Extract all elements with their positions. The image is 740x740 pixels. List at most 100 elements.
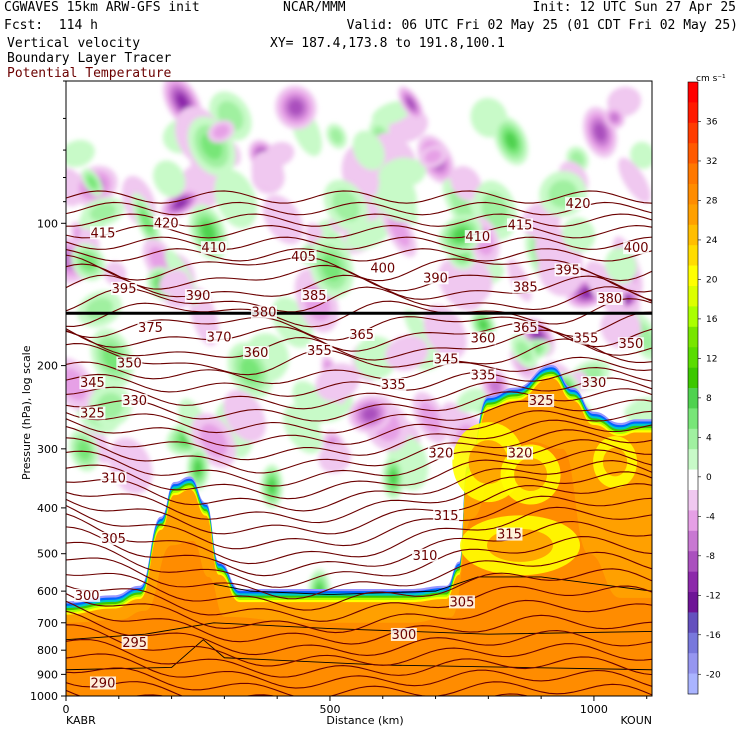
theta-label: 390: [186, 289, 211, 304]
colorbar-label: 28: [706, 196, 718, 206]
theta-contour: [66, 506, 652, 565]
x-tick-label: 1000: [580, 703, 608, 716]
colorbar-bin: [688, 102, 698, 124]
upward-motion-cell: [66, 139, 95, 168]
tracer-contour: [66, 622, 652, 641]
upward-motion-cell: [630, 141, 652, 169]
theta-contour: [66, 410, 652, 447]
colorbar-label: -12: [706, 591, 721, 601]
theta-label: 335: [471, 369, 496, 384]
valid-time: Valid: 06 UTC Fri 02 May 25 (01 CDT Fri …: [346, 18, 738, 33]
downward-motion-cell: [406, 97, 416, 110]
y-axis-title: Pressure (hPa), log scale: [20, 345, 33, 480]
theta-label: 320: [508, 447, 533, 462]
downward-motion-cell: [288, 99, 304, 116]
theta-contour: [66, 483, 652, 535]
downward-motion-cell: [622, 296, 631, 303]
theta-contour: [66, 201, 652, 216]
theta-label-bg: [184, 289, 211, 303]
colorbar-label: -4: [706, 512, 715, 522]
theta-label: 365: [349, 328, 374, 343]
downward-motion-cell: [176, 94, 188, 110]
colorbar-bin: [688, 184, 698, 205]
tracer-contour: [213, 576, 652, 595]
x-axis: 0 500 1000: [63, 696, 648, 716]
theta-label-bg: [200, 241, 227, 255]
downward-motion-cell: [424, 149, 442, 164]
upward-motion-cell: [479, 319, 488, 330]
theta-contour: [66, 366, 652, 397]
theta-contour: [66, 460, 652, 512]
potential-temperature-labels: 290 295 300 300 305 305 310 310 315 315 320 320 325 3…: [74, 197, 650, 691]
upward-motion-cell: [321, 253, 342, 281]
upward-motion-cell: [240, 357, 261, 383]
downward-motion-cell: [315, 363, 360, 402]
theta-label-bg: [580, 376, 607, 390]
y-tick-label: 400: [37, 502, 58, 515]
theta-label-bg: [348, 328, 375, 342]
colorbar: 36 32 28 24 20 16 12 8 4 0 -4 -8 -12 -16 -20: [687, 81, 721, 695]
theta-label-bg: [137, 320, 164, 334]
theta-label-bg: [369, 261, 396, 275]
theta-label-bg: [100, 471, 127, 485]
theta-label: 360: [244, 346, 269, 361]
theta-label: 415: [91, 226, 116, 241]
colorbar-label: 8: [706, 394, 712, 404]
cross-section-endpoints: XY= 187.4,173.8 to 191.8,100.1: [270, 36, 505, 51]
theta-contour: [66, 610, 652, 656]
colorbar-bin: [688, 490, 698, 511]
theta-label: 405: [291, 250, 316, 265]
theta-label: 370: [207, 330, 232, 345]
x-tick-label: 0: [63, 703, 70, 716]
theta-contour: [66, 377, 652, 410]
downward-motion-cell: [174, 199, 187, 208]
colorbar-label: 4: [706, 433, 712, 443]
y-tick-label: 900: [37, 668, 58, 681]
theta-contour: [66, 653, 652, 689]
theta-label-bg: [153, 216, 180, 230]
model-title: CGWAVES 15km ARW-GFS init: [4, 0, 200, 15]
y-tick-label: 600: [37, 585, 58, 598]
theta-contour: [66, 236, 652, 250]
theta-label-bg: [89, 676, 116, 690]
x-tick-label: 500: [319, 703, 340, 716]
y-tick-label: 1000: [30, 690, 58, 703]
theta-label: 385: [513, 280, 538, 295]
theta-contour: [66, 667, 652, 696]
theta-label-bg: [301, 289, 328, 303]
colorbar-bin: [688, 163, 698, 185]
upward-motion-cell: [87, 176, 97, 189]
theta-label-bg: [243, 346, 270, 360]
colorbar-label: -20: [706, 670, 721, 680]
theta-label-bg: [464, 230, 491, 244]
theta-label-bg: [433, 352, 460, 366]
theta-label: 310: [101, 471, 126, 486]
theta-label-bg: [250, 305, 277, 319]
theta-label: 390: [423, 271, 448, 286]
colorbar-bin: [688, 469, 698, 491]
theta-label: 350: [117, 357, 142, 372]
theta-label-bg: [121, 394, 148, 408]
theta-label-bg: [554, 263, 581, 277]
colorbar-label: 32: [706, 157, 717, 167]
theta-label: 325: [529, 394, 554, 409]
theta-label: 365: [513, 321, 538, 336]
colorbar-bin: [688, 122, 698, 144]
theta-contour: [66, 568, 652, 611]
theta-contour: [66, 286, 652, 313]
theta-label: 355: [307, 344, 332, 359]
colorbar-bin: [688, 428, 698, 450]
theta-contour: [66, 638, 652, 678]
field-label-vertical-velocity: Vertical velocity: [7, 36, 141, 51]
theta-label: 305: [450, 595, 475, 610]
theta-contour: [66, 551, 652, 600]
colorbar-bin: [688, 510, 698, 532]
theta-label-bg: [116, 356, 143, 370]
upward-motion-cell: [354, 336, 398, 380]
upward-motion-cell: [352, 130, 385, 171]
y-tick-label: 800: [37, 644, 58, 657]
theta-label: 290: [91, 676, 116, 691]
colorbar-units: cm s⁻¹: [696, 74, 726, 84]
theta-label-bg: [573, 331, 600, 345]
